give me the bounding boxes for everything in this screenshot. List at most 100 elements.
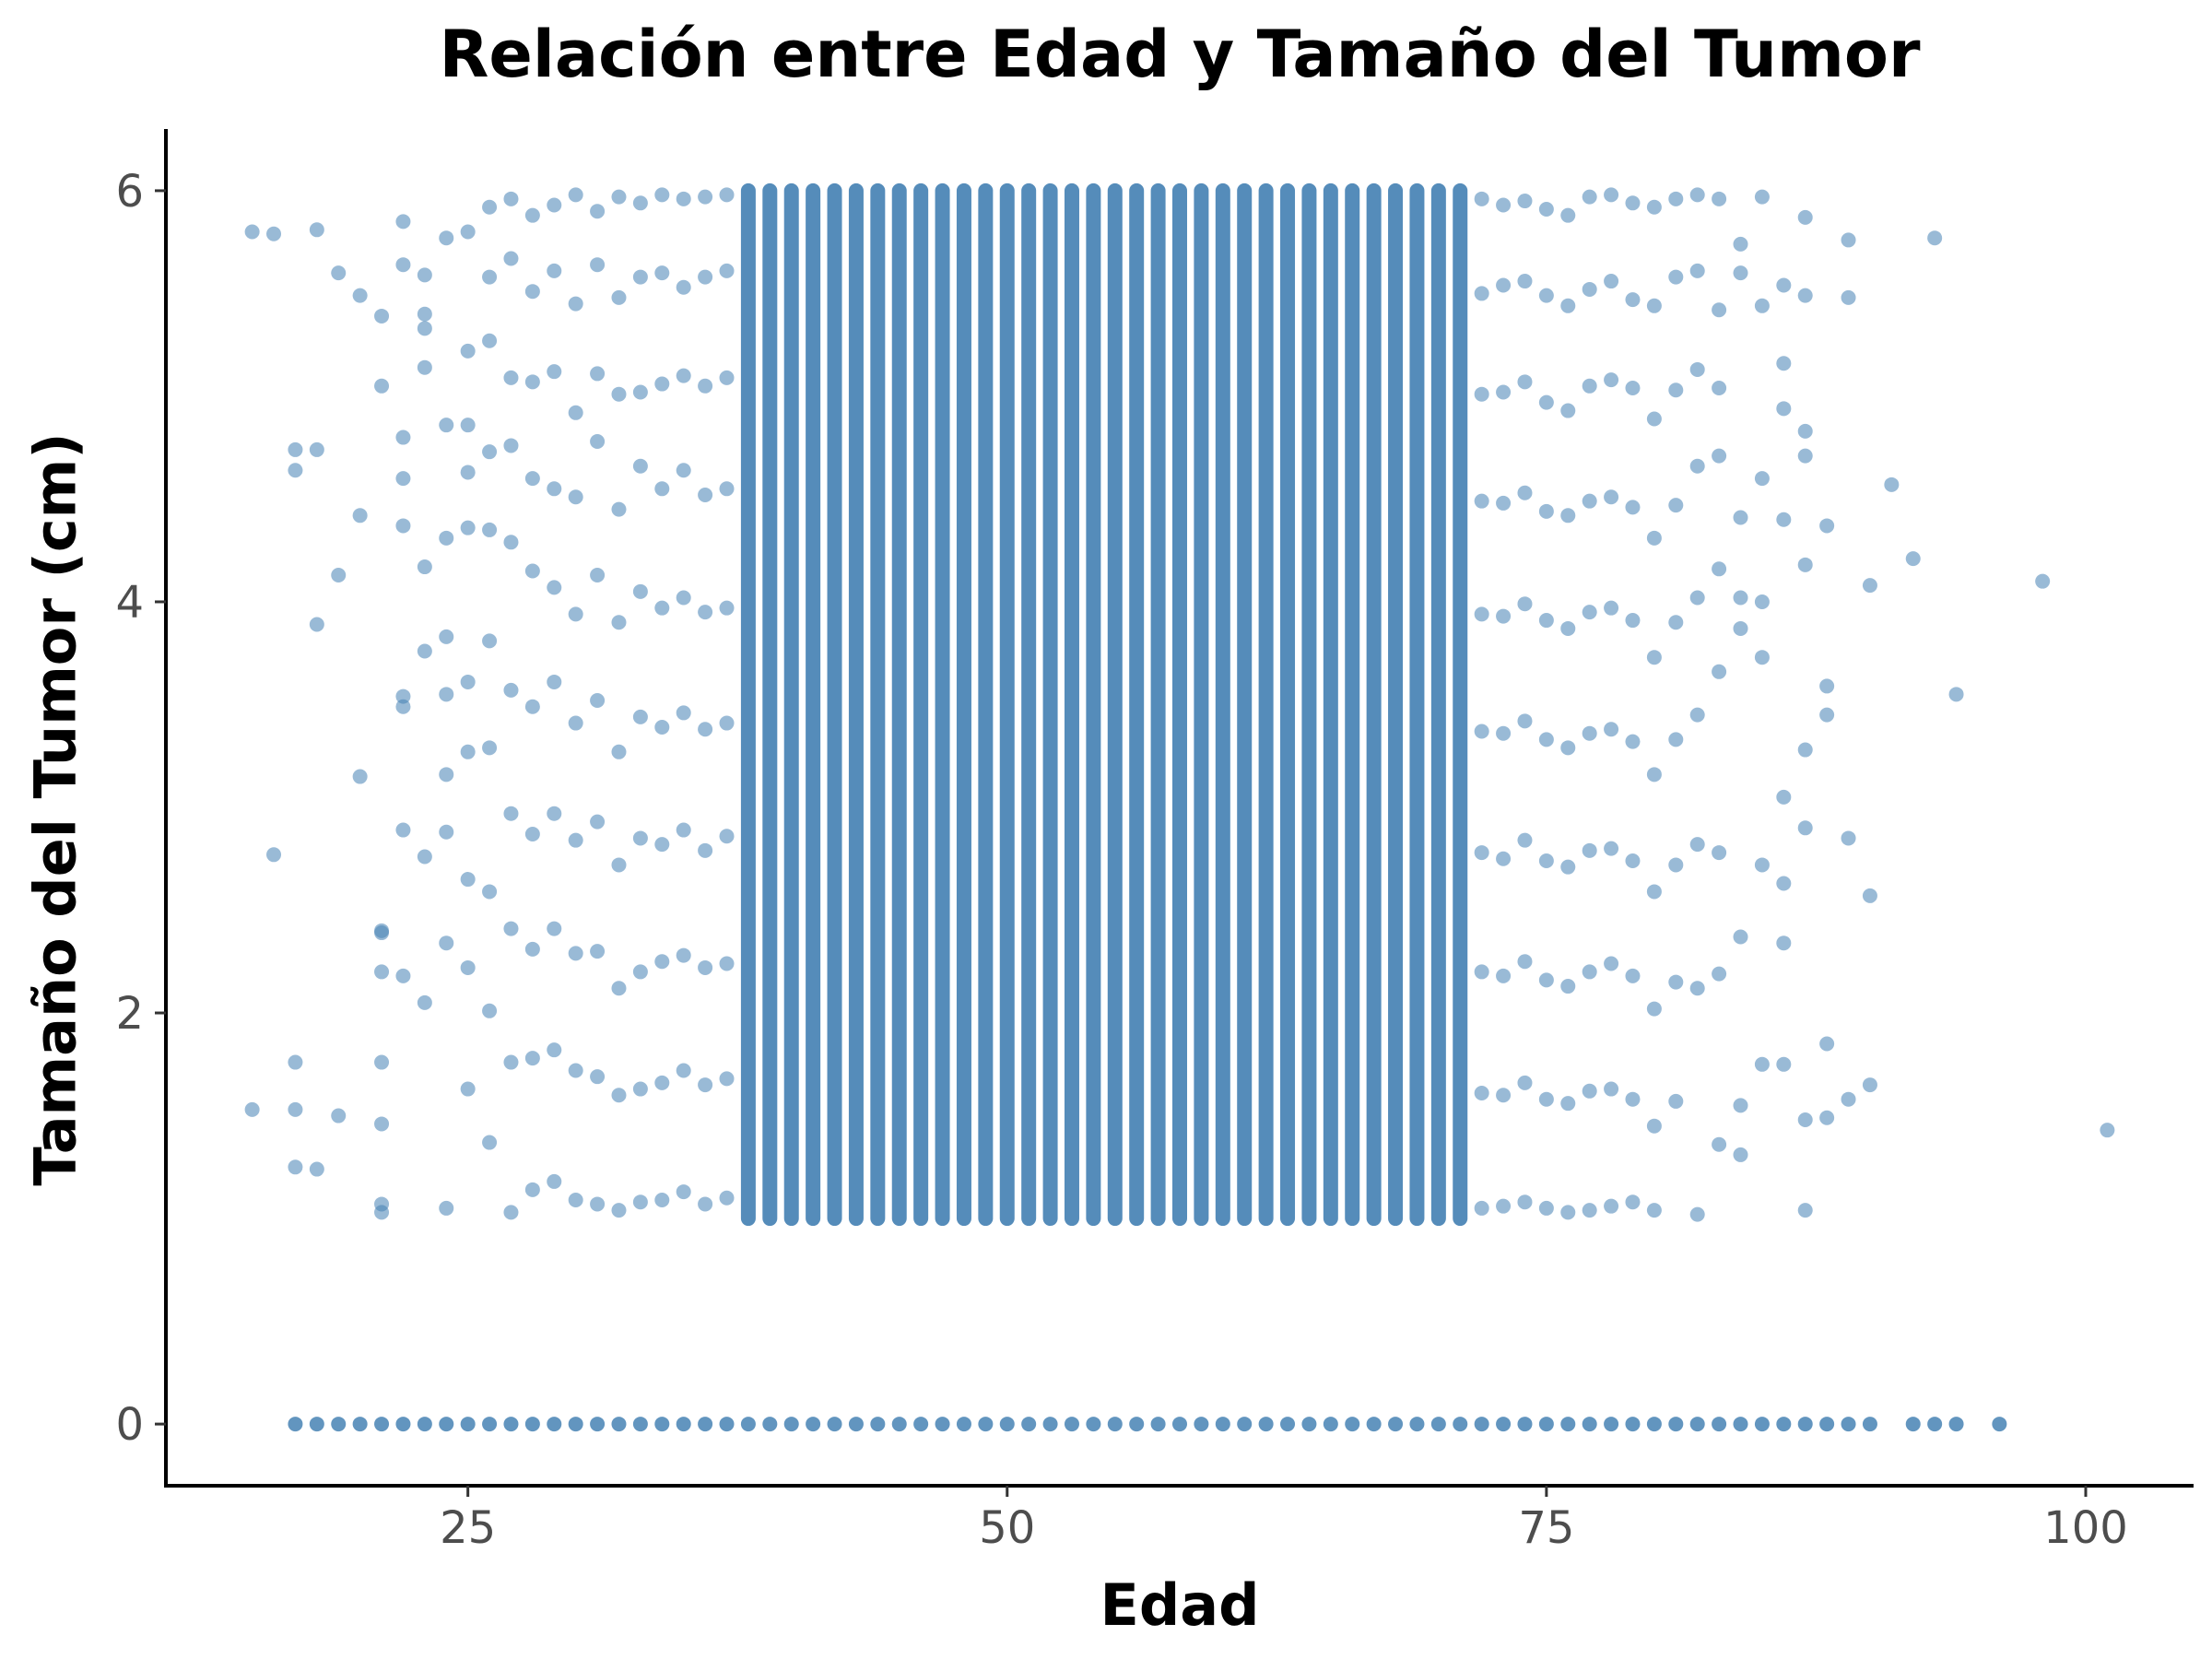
data-point-zero [1733,1417,1748,1432]
data-point-zero [547,1417,562,1432]
data-point-zero [1366,1417,1382,1432]
data-point-zero [374,1417,390,1432]
data-point [524,207,540,223]
data-point [524,941,540,957]
data-point [482,199,498,215]
data-column-age-41 [806,182,821,1227]
data-point [568,715,583,731]
data-point-zero [698,1417,713,1432]
data-point [568,405,583,420]
data-column-age-40 [783,182,799,1227]
data-point [1496,197,1512,213]
data-column-age-48 [956,182,971,1227]
data-point [1560,740,1576,756]
data-point [698,722,713,737]
data-point-zero [331,1417,347,1432]
data-point [288,463,303,478]
data-point [482,522,498,537]
data-point [568,1192,583,1207]
data-point [1841,830,1856,846]
data-point [590,1196,606,1212]
data-point [1604,600,1619,616]
data-point [547,580,562,595]
data-point [590,567,606,582]
data-point [1754,471,1770,487]
data-point [1646,767,1662,782]
data-point [1474,845,1489,861]
data-point [1797,1112,1813,1128]
data-point [1604,187,1619,203]
data-point [1927,230,1943,246]
data-point [1712,561,1727,577]
data-point [1625,195,1641,211]
data-point-zero [1388,1417,1404,1432]
data-point [482,884,498,900]
data-point [1689,1206,1705,1222]
data-point [1474,606,1489,622]
data-point [1582,281,1597,297]
data-point [503,682,519,698]
data-point [590,944,606,959]
data-point [1538,613,1554,629]
data-point [1776,277,1792,293]
data-column-age-53 [1064,182,1079,1227]
data-point-zero [1345,1417,1360,1432]
data-point [1712,381,1727,396]
data-point-zero [1668,1417,1684,1432]
data-point [1646,298,1662,313]
data-point [503,191,519,206]
data-point [395,968,411,983]
data-point [1668,857,1684,873]
data-point [288,1101,303,1117]
data-point [568,187,583,203]
data-point [1754,298,1770,313]
data-point [1797,423,1813,439]
data-point [1819,707,1835,723]
data-point [719,1190,735,1206]
data-point [568,1063,583,1078]
data-point [524,826,540,841]
data-point [1776,356,1792,371]
data-point-zero [654,1417,670,1432]
data-point [698,1196,713,1212]
data-point [439,824,454,840]
data-column-age-42 [827,182,842,1227]
data-point [1582,964,1597,980]
data-point-zero [1689,1417,1705,1432]
data-point [547,806,562,821]
x-tick-label: 25 [440,1502,496,1554]
x-tick-label: 50 [979,1502,1035,1554]
data-point [266,226,282,241]
data-point [374,378,390,394]
data-point [1582,189,1597,205]
data-point [1712,191,1727,206]
data-point [1538,394,1554,410]
data-point [719,956,735,971]
data-point [1733,620,1748,636]
data-point [482,269,498,285]
data-point-zero [848,1417,864,1432]
data-point-zero [1496,1417,1512,1432]
data-point [1496,608,1512,624]
data-point [654,187,670,203]
data-point [632,1194,648,1210]
data-point [1797,742,1813,758]
data-point-zero [1301,1417,1317,1432]
data-point [1733,510,1748,525]
data-point-zero [1237,1417,1253,1432]
data-point [1582,1083,1597,1099]
data-point [1862,1077,1877,1093]
data-point [1625,1091,1641,1107]
data-point-zero [1538,1417,1554,1432]
data-point-zero [1517,1417,1533,1432]
data-point [524,471,540,487]
data-point-zero [460,1417,476,1432]
data-column-age-38 [740,182,756,1227]
data-point [547,1173,562,1189]
data-point [244,1101,260,1117]
data-point [676,1063,691,1078]
data-point [524,284,540,300]
data-point [611,501,627,517]
data-point [1517,713,1533,729]
data-point [676,705,691,721]
